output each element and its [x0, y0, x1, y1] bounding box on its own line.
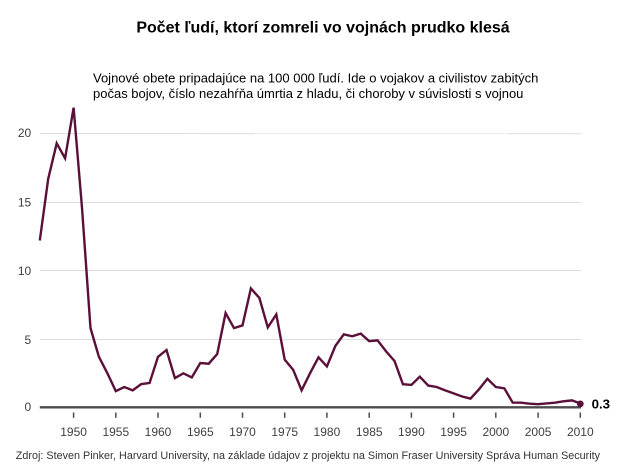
svg-text:0: 0: [25, 400, 32, 414]
svg-text:1970: 1970: [229, 425, 256, 439]
svg-text:10: 10: [18, 264, 32, 278]
svg-text:1950: 1950: [60, 425, 87, 439]
svg-text:1965: 1965: [187, 425, 214, 439]
svg-text:1980: 1980: [314, 425, 341, 439]
svg-text:20: 20: [18, 126, 32, 140]
svg-text:1985: 1985: [356, 425, 383, 439]
svg-text:1960: 1960: [145, 425, 172, 439]
svg-text:Vojnové obete pripadajúce na 1: Vojnové obete pripadajúce na 100 000 ľud…: [93, 71, 538, 86]
svg-text:Počet ľudí, ktorí zomreli vo v: Počet ľudí, ktorí zomreli vo vojnách pru…: [136, 20, 509, 37]
svg-text:1990: 1990: [398, 425, 425, 439]
svg-text:5: 5: [25, 333, 32, 347]
svg-text:2010: 2010: [567, 425, 594, 439]
svg-text:1955: 1955: [102, 425, 129, 439]
svg-text:15: 15: [18, 196, 32, 210]
svg-text:počas bojov, číslo nezahŕňa úm: počas bojov, číslo nezahŕňa úmrtia z hla…: [93, 86, 523, 101]
svg-text:Zdroj: Steven Pinker, Harvard: Zdroj: Steven Pinker, Harvard University…: [16, 450, 601, 462]
svg-text:1995: 1995: [440, 425, 467, 439]
svg-text:0.3: 0.3: [592, 397, 611, 412]
svg-text:2005: 2005: [525, 425, 552, 439]
svg-text:1975: 1975: [271, 425, 298, 439]
svg-text:2000: 2000: [482, 425, 509, 439]
